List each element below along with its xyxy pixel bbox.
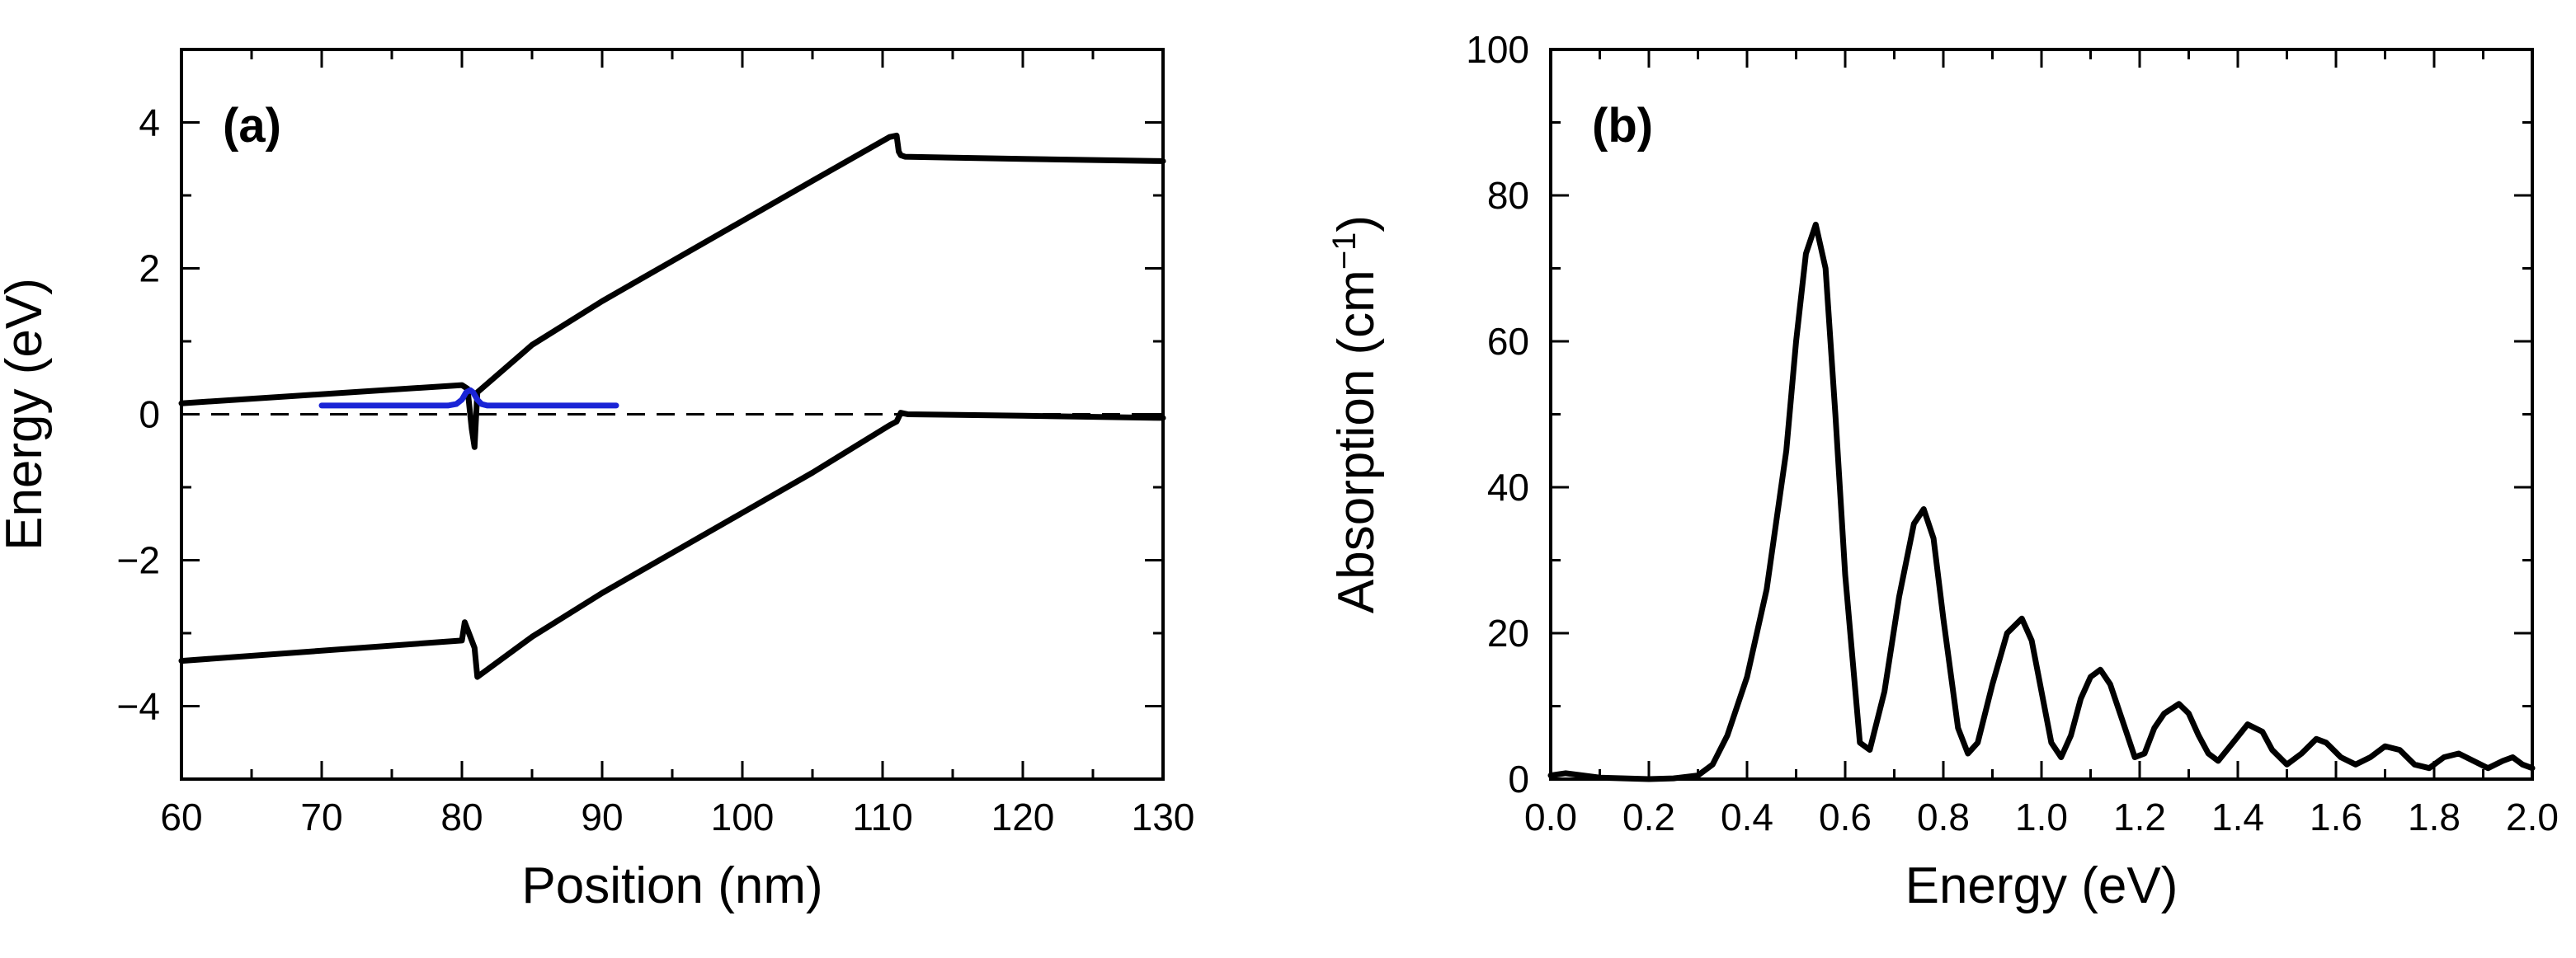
series-valence-band	[178, 410, 1166, 680]
series-wavefunction	[318, 387, 619, 409]
series-conduction-band	[178, 132, 1166, 450]
panel-a-y-axis-title: Energy (eV)	[0, 278, 53, 551]
y-tick-label: 100	[1466, 28, 1529, 71]
x-tick-label: 1.2	[2113, 796, 2166, 838]
x-tick-label: 60	[160, 796, 202, 838]
x-tick-label: 100	[711, 796, 775, 838]
panel-a-energy-band-diagram: 60 70 80 90 100 110 120 130 −4 −2 0 2 4 (a) Position…	[0, 48, 1195, 914]
x-tick-label: 130	[1132, 796, 1195, 838]
x-tick-label: 0.6	[1819, 796, 1872, 838]
y-tick-label: 80	[1487, 174, 1529, 217]
panel-a-ticks: 60 70 80 90 100 110 120 130 −4 −2 0 2 4	[117, 48, 1195, 838]
x-tick-label: 0.8	[1917, 796, 1970, 838]
panel-b-absorption-spectrum: 0.0 0.2 0.4 0.6 0.8 1.0 1.2 1.4 1.6 1.8 2.0 0 20 40 60…	[1326, 28, 2559, 914]
series-absorption	[1547, 221, 2536, 782]
x-tick-label: 0.2	[1622, 796, 1675, 838]
x-tick-label: 2.0	[2506, 796, 2559, 838]
panel-b-y-axis-title-main: Absorption (cm	[1328, 270, 1385, 613]
x-tick-label: 80	[440, 796, 483, 838]
y-tick-label: 60	[1487, 320, 1529, 363]
panel-b-label: (b)	[1592, 99, 1653, 153]
panel-b-curves	[1547, 221, 2536, 782]
x-tick-label: 120	[991, 796, 1055, 838]
panel-a-x-axis-title: Position (nm)	[521, 857, 822, 914]
x-tick-label: 1.0	[2015, 796, 2068, 838]
panel-b-plot-frame	[1549, 48, 2534, 781]
x-tick-label: 70	[300, 796, 342, 838]
x-tick-label: 0.0	[1524, 796, 1577, 838]
x-tick-label: 1.4	[2211, 796, 2264, 838]
x-tick-label: 1.8	[2408, 796, 2461, 838]
y-tick-label: 40	[1487, 466, 1529, 509]
x-tick-label: 1.6	[2310, 796, 2362, 838]
y-tick-label: −4	[117, 685, 160, 728]
panel-b-y-axis-title-close: )	[1328, 215, 1385, 232]
panel-b-y-axis-title-superscript: −1	[1326, 232, 1363, 270]
y-tick-label: 2	[139, 247, 160, 290]
panel-b-y-axis-title: Absorption (cm−1)	[1326, 215, 1385, 613]
panel-a-curves	[178, 132, 1166, 680]
y-tick-label: 4	[139, 101, 160, 144]
panel-a-label: (a)	[223, 99, 281, 153]
x-tick-label: 90	[581, 796, 623, 838]
x-tick-label: 0.4	[1721, 796, 1773, 838]
panel-b-x-axis-title: Energy (eV)	[1905, 857, 2178, 914]
x-tick-label: 110	[852, 796, 912, 838]
y-tick-label: 20	[1487, 612, 1529, 655]
y-tick-label: 0	[139, 393, 160, 436]
panel-b-ticks: 0.0 0.2 0.4 0.6 0.8 1.0 1.2 1.4 1.6 1.8 2.0 0 20 40 60…	[1466, 28, 2559, 838]
y-tick-label: −2	[117, 539, 160, 582]
y-tick-label: 0	[1508, 758, 1529, 801]
